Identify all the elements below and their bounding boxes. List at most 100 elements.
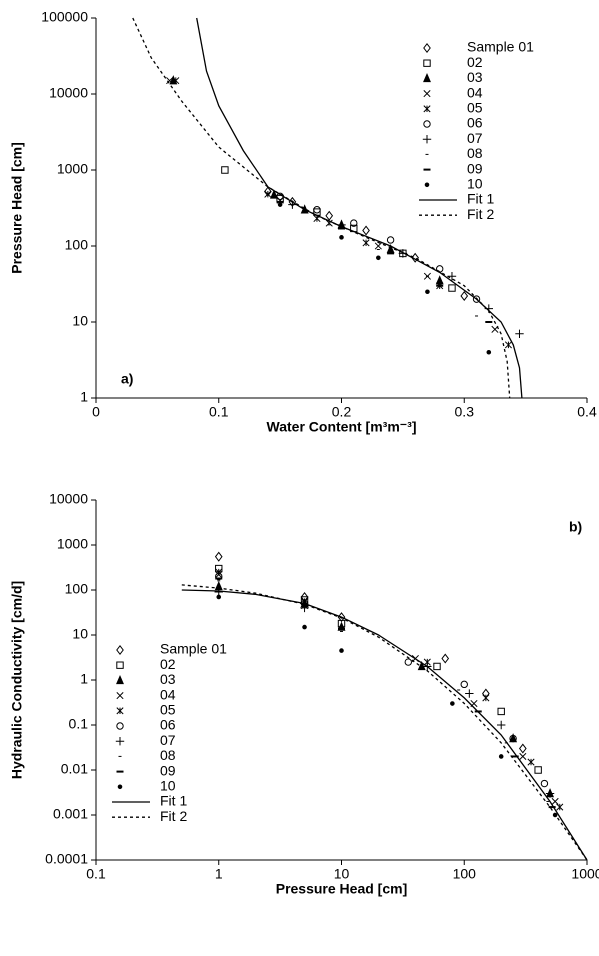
x-axis-label: Pressure Head [cm] (276, 881, 408, 897)
data-point (404, 658, 412, 666)
y-tick-label: 10000 (49, 85, 88, 101)
x-tick-label: 0.1 (209, 404, 229, 420)
data-point (313, 208, 321, 216)
y-tick-label: 100 (65, 237, 89, 253)
legend-label: 10 (160, 778, 176, 794)
y-tick-label: 10 (72, 313, 88, 329)
legend-label: 03 (160, 671, 176, 687)
data-point (447, 272, 457, 281)
legend-marker (423, 42, 431, 54)
y-tick-label: 10 (72, 626, 88, 642)
data-point (527, 758, 535, 766)
legend-marker (116, 644, 124, 656)
data-point (518, 743, 527, 754)
legend-marker (116, 674, 124, 685)
legend-marker (115, 737, 125, 746)
legend-label: 06 (160, 717, 176, 733)
legend-label: 02 (467, 54, 483, 70)
data-point (362, 239, 370, 247)
legend-label: Sample 01 (467, 39, 534, 55)
data-point (465, 689, 474, 698)
legend-label: 03 (467, 69, 483, 85)
legend-marker (116, 661, 124, 669)
data-point (551, 797, 559, 806)
data-point (216, 594, 222, 600)
x-tick-label: 0.2 (332, 404, 352, 420)
legend-marker (423, 59, 431, 67)
data-point (540, 779, 549, 788)
legend-label: Fit 1 (467, 191, 494, 207)
data-point (497, 707, 505, 716)
legend-marker (116, 692, 124, 700)
annotation: b) (569, 519, 582, 535)
data-point (325, 219, 333, 227)
data-point (504, 341, 512, 349)
fit-line (132, 17, 511, 399)
legend-label: 09 (160, 762, 176, 778)
fit-line (181, 584, 588, 861)
legend-marker (424, 182, 430, 188)
data-point (498, 754, 504, 759)
chart: 0.0001 0.001 0.01 0.1 1 10 100 1000 10000 0.1 1 10 1… (9, 491, 599, 897)
data-point (556, 803, 564, 811)
data-point (214, 551, 223, 562)
chart: 1 10 100 1000 10000 100000 0 0.1 0.2 0.3 0.4 Water … (9, 9, 597, 435)
fit-line (196, 17, 523, 399)
legend-label: 04 (467, 84, 483, 100)
legend-marker (422, 135, 432, 144)
data-point (399, 249, 407, 258)
legend-marker (423, 105, 431, 113)
data-point (534, 766, 542, 774)
data-point (339, 235, 344, 240)
data-point (450, 701, 455, 706)
y-tick-label: 0.001 (53, 806, 88, 822)
y-axis-label: Hydraulic Conductivity [cm/d] (9, 581, 25, 779)
legend-label: 09 (467, 160, 483, 176)
data-point (460, 290, 469, 302)
y-tick-label: 1 (80, 389, 88, 405)
x-tick-label: 0.4 (577, 404, 597, 420)
data-point (545, 789, 555, 798)
x-tick-label: 0.1 (86, 866, 106, 882)
legend-marker (423, 90, 431, 98)
legend-label: 08 (160, 747, 176, 763)
legend-label: 04 (160, 686, 176, 702)
y-tick-label: 10000 (49, 491, 88, 507)
y-tick-label: 100 (65, 581, 89, 597)
data-point (325, 210, 334, 221)
legend-marker (116, 707, 124, 715)
data-point (339, 648, 344, 653)
data-point (337, 619, 346, 628)
data-point (376, 255, 381, 261)
legend-label: Fit 2 (160, 808, 187, 824)
y-tick-label: 100000 (41, 9, 88, 25)
legend-marker (423, 72, 431, 83)
data-point (350, 219, 358, 227)
legend-marker (117, 784, 123, 790)
legend-label: 02 (160, 656, 176, 672)
data-point (221, 166, 229, 174)
fit-line (181, 589, 588, 861)
data-point (448, 284, 456, 292)
y-tick-label: 1000 (57, 161, 88, 177)
data-point (519, 752, 527, 761)
data-point (433, 662, 441, 671)
data-point (374, 242, 382, 250)
x-tick-label: 10 (334, 866, 350, 882)
x-tick-label: 0 (92, 404, 100, 420)
data-point (482, 694, 490, 702)
data-point (386, 236, 395, 244)
data-point (441, 653, 450, 664)
x-tick-label: 100 (453, 866, 477, 882)
data-point (425, 289, 430, 295)
legend-label: 10 (467, 176, 483, 192)
legend-marker (116, 722, 124, 730)
x-tick-label: 1 (215, 866, 223, 882)
y-tick-label: 0.0001 (45, 851, 88, 867)
data-point (313, 206, 321, 214)
x-axis-label: Water Content [m³m⁻³] (267, 419, 417, 435)
x-tick-label: 1000 (571, 866, 599, 882)
data-point (486, 349, 492, 355)
data-point (264, 190, 272, 198)
